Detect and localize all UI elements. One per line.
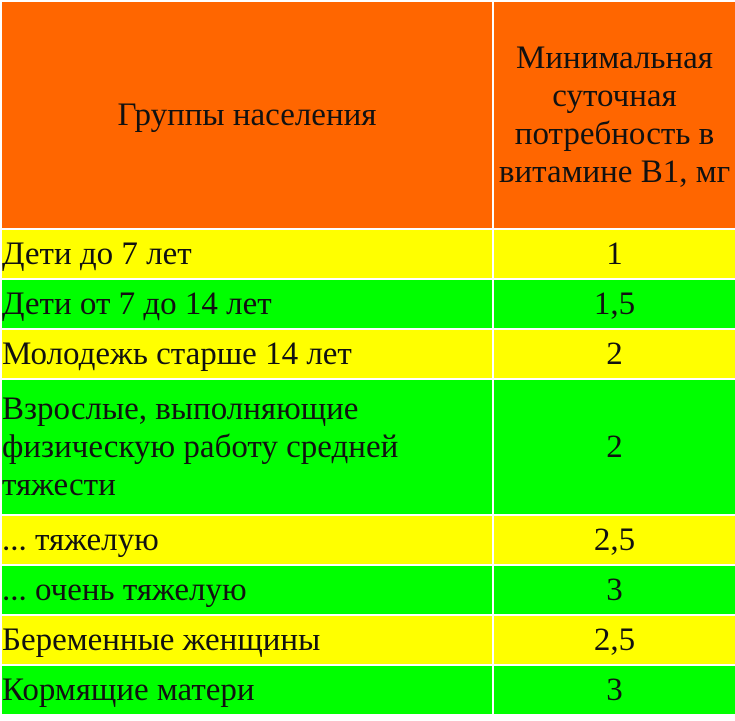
table-row: Кормящие матери 3 (0, 664, 735, 716)
row-group-name: Молодежь старше 14 лет (0, 328, 494, 380)
row-group-name: Кормящие матери (0, 664, 494, 716)
row-value: 3 (492, 664, 735, 716)
row-group-name: Дети до 7 лет (0, 228, 494, 280)
row-group-name: Беременные женщины (0, 614, 494, 666)
row-value: 2,5 (492, 614, 735, 666)
row-value: 2 (492, 378, 735, 516)
table-row: Молодежь старше 14 лет 2 (0, 328, 735, 380)
row-group-name: ... тяжелую (0, 514, 494, 566)
row-value: 1 (492, 228, 735, 280)
row-value: 1,5 (492, 278, 735, 330)
row-group-name: Взрослые, выполняющие физическую работу … (0, 378, 494, 516)
header-min-daily-requirement: Минимальная суточная потребность в витам… (492, 0, 735, 230)
row-group-name: ... очень тяжелую (0, 564, 494, 616)
row-group-name: Дети от 7 до 14 лет (0, 278, 494, 330)
table-row: Беременные женщины 2,5 (0, 614, 735, 666)
header-population-groups: Группы населения (0, 0, 494, 230)
table-row: Взрослые, выполняющие физическую работу … (0, 378, 735, 516)
table-header-row: Группы населения Минимальная суточная по… (0, 0, 735, 230)
row-value: 2,5 (492, 514, 735, 566)
table-row: ... очень тяжелую 3 (0, 564, 735, 616)
row-value: 3 (492, 564, 735, 616)
table-row: ... тяжелую 2,5 (0, 514, 735, 566)
table-row: Дети до 7 лет 1 (0, 228, 735, 280)
row-value: 2 (492, 328, 735, 380)
table-row: Дети от 7 до 14 лет 1,5 (0, 278, 735, 330)
